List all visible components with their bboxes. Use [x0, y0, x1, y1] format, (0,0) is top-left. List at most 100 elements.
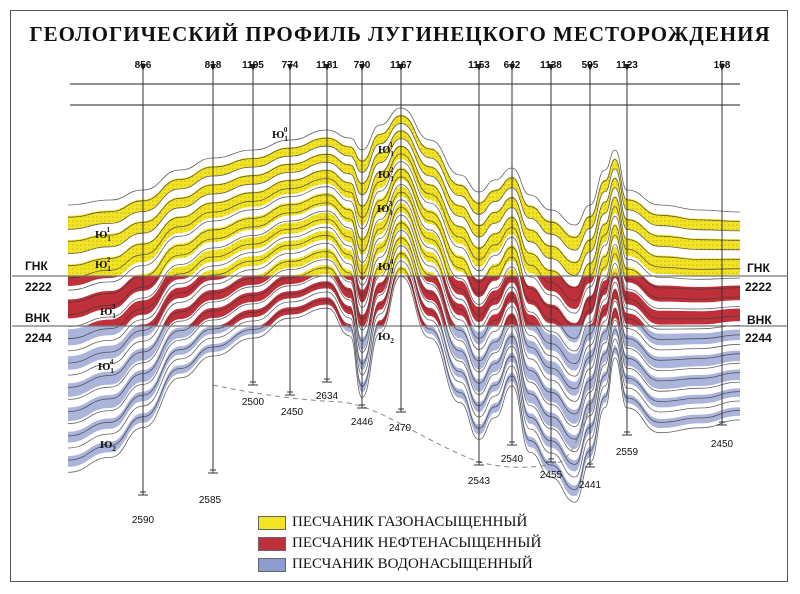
strata-boundary-line [67, 153, 741, 302]
gas-sandstone-texture [134, 167, 644, 276]
gas-sandstone-texture [68, 145, 740, 276]
gnk-depth-right: 2222 [745, 280, 772, 294]
well-1153: 1153 2543 [468, 60, 491, 487]
layer-label: Ю11 [95, 226, 111, 243]
layer-label: Ю11 [378, 141, 394, 158]
strata-boundary-line [67, 122, 741, 251]
well-depth-label: 2543 [468, 476, 491, 487]
layer-label: Ю14 [98, 358, 114, 375]
well-head-arrow-icon [509, 64, 515, 71]
legend-item-gas: ПЕСЧАНИК ГАЗОНАСЫЩЕННЫЙ [258, 512, 541, 533]
strata-boundary-line [67, 275, 741, 503]
well-number-label: 1181 [316, 60, 338, 71]
strata-boundary-line [67, 107, 741, 226]
vnk-label-right: ВНК [747, 313, 772, 327]
gas-sandstone-swatch [258, 515, 286, 530]
gnk-depth-left: 2222 [25, 280, 52, 294]
strata-boundary-line [67, 130, 741, 264]
well-depth-label: 2585 [199, 495, 222, 506]
well-1167: 1167 2470 [389, 60, 412, 434]
water-sandstone-band [68, 326, 740, 396]
well-depth-label: 2470 [389, 423, 412, 434]
strata-layers [67, 107, 741, 503]
legend-item-oil: ПЕСЧАНИК НЕФТЕНАСЫЩЕННЫЙ [258, 533, 541, 554]
strata-boundary-line [67, 260, 741, 478]
well-depth-label: 2441 [579, 480, 602, 491]
vnk-depth-left: 2244 [25, 331, 52, 345]
well-number-label: 1167 [390, 60, 412, 71]
strata-boundary-line [67, 222, 741, 415]
well-head-arrow-icon [324, 64, 330, 71]
well-head-arrow-icon [210, 64, 216, 71]
layer-label: Ю12 [378, 166, 394, 183]
well-1123: 1123 2559 [616, 60, 639, 458]
water-sandstone-band [68, 326, 597, 371]
gas-sandstone-texture [68, 114, 740, 251]
gas-sandstone-texture [394, 266, 410, 276]
legend-label-oil: ПЕСЧАНИК НЕФТЕНАСЫЩЕННЫЙ [292, 535, 542, 551]
strata-boundary-line [67, 176, 741, 339]
well-1138: 1138 2455 [540, 60, 563, 481]
well-head-arrow-icon [250, 64, 256, 71]
vnk-label-left: ВНК [25, 311, 50, 325]
well-number-label: 856 [135, 60, 152, 71]
well-number-label: 1123 [616, 60, 638, 71]
layer-label: Ю2 [100, 439, 116, 453]
well-number-label: 158 [714, 60, 731, 71]
vnk-depth-right: 2244 [745, 331, 772, 345]
layer-label: Ю10 [272, 126, 288, 143]
strata-boundary-line [67, 229, 741, 428]
well-head-arrow-icon [359, 64, 365, 71]
strata-boundary-line [67, 245, 741, 453]
well-595: 595 2441 [579, 60, 602, 491]
legend-label-gas: ПЕСЧАНИК ГАЗОНАСЫЩЕННЫЙ [292, 514, 528, 530]
layer-label: Ю13 [377, 200, 393, 217]
well-head-arrow-icon [140, 64, 146, 71]
strata-boundary-line [67, 168, 741, 327]
well-number-label: 595 [582, 60, 599, 71]
strata-boundary-line [67, 268, 741, 491]
well-depth-label: 2559 [616, 447, 639, 458]
well-number-label: 1195 [242, 60, 264, 71]
figure-frame [10, 10, 788, 582]
wells: 856 2590 818 2585 1195 2500 774 2450 1181 2634 730… [132, 60, 734, 526]
gas-sandstone-texture [246, 220, 437, 276]
legend-label-water: ПЕСЧАНИК ВОДОНАСЫЩЕННЫЙ [292, 556, 533, 572]
strata-boundary-line [67, 161, 741, 314]
well-818: 818 2585 [199, 60, 222, 506]
well-head-arrow-icon [587, 64, 593, 71]
layer-label: Ю13 [100, 303, 116, 320]
strata-boundary-line [67, 237, 741, 440]
well-depth-label: 2455 [540, 470, 563, 481]
strata-boundary-line [67, 206, 741, 390]
oil-sandstone-band [85, 276, 740, 326]
well-1195: 1195 2500 [242, 60, 265, 408]
well-depth-label: 2450 [281, 407, 304, 418]
well-head-arrow-icon [476, 64, 482, 71]
well-head-arrow-icon [624, 64, 630, 71]
well-head-arrow-icon [548, 64, 554, 71]
strata-boundary-line [67, 184, 741, 352]
oil-sandstone-swatch [258, 536, 286, 551]
well-head-arrow-icon [398, 64, 404, 71]
well-depth-label: 2446 [351, 417, 374, 428]
well-number-label: 1153 [468, 60, 490, 71]
strata-boundary-line [67, 138, 741, 276]
well-730: 730 2446 [351, 60, 374, 428]
well-number-label: 730 [354, 60, 371, 71]
well-1181: 1181 2634 [316, 60, 339, 402]
well-number-label: 642 [504, 60, 521, 71]
layer-label: Ю2 [378, 331, 394, 345]
legend: ПЕСЧАНИК ГАЗОНАСЫЩЕННЫЙ ПЕСЧАНИК НЕФТЕНА… [258, 512, 541, 575]
well-642: 642 2540 [501, 60, 524, 465]
well-158: 158 2450 [711, 60, 734, 450]
layer-label: Ю14 [378, 258, 394, 275]
well-774: 774 2450 [281, 60, 304, 418]
well-number-label: 818 [205, 60, 222, 71]
gnk-label-left: ГНК [25, 259, 48, 273]
water-sandstone-swatch [258, 557, 286, 572]
strata-boundary-line [67, 115, 741, 239]
gnk-label-right: ГНК [747, 261, 770, 275]
layer-label: Ю12 [95, 256, 111, 273]
